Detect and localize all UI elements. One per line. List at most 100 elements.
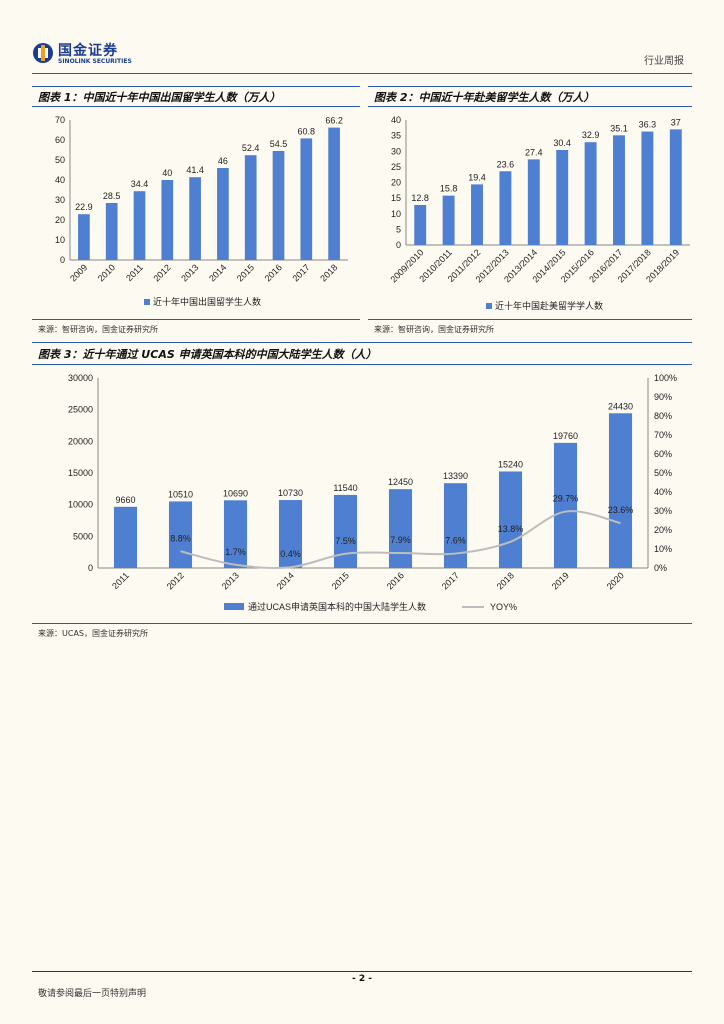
bar (584, 142, 597, 245)
data-label: 15240 (498, 459, 523, 469)
x-tick-label: 2017 (440, 570, 461, 591)
y-tick-label: 5000 (73, 531, 93, 541)
bar (442, 195, 455, 245)
secondary-y-tick-label: 20% (654, 525, 672, 535)
footer-disclaimer: 敬请参阅最后一页特别声明 (38, 989, 147, 999)
y-tick-label: 10 (55, 235, 65, 245)
secondary-y-tick-label: 30% (654, 506, 672, 516)
bar (78, 214, 90, 260)
x-tick-label: 2020 (605, 570, 626, 591)
bar (527, 159, 540, 245)
y-tick-label: 35 (391, 131, 401, 141)
data-label: 11540 (333, 483, 357, 493)
secondary-y-tick-label: 90% (654, 392, 672, 402)
chart-us-students: 051015202530354012.82009/201015.82010/20… (388, 115, 690, 311)
bar (471, 184, 483, 245)
footer-divider (32, 971, 692, 972)
bar (217, 168, 229, 260)
fig2-top-rule (368, 86, 692, 87)
data-label: 40 (162, 168, 172, 178)
data-label: 32.9 (582, 130, 600, 140)
data-label: 27.4 (525, 147, 543, 157)
y-tick-label: 20 (391, 178, 401, 188)
y-tick-label: 30 (55, 195, 65, 205)
legend-label: 近十年中国赴美留学学人数 (495, 300, 603, 311)
yoy-label: 13.8% (498, 524, 524, 534)
data-label: 54.5 (270, 139, 288, 149)
yoy-label: 23.6% (608, 505, 634, 515)
legend-label-bars: 通过UCAS申请英国本科的中国大陆学生人数 (248, 601, 426, 612)
yoy-label: 7.5% (335, 536, 356, 546)
fig2-title-rule (368, 106, 692, 107)
data-label: 12.8 (411, 193, 429, 203)
y-tick-label: 40 (55, 175, 65, 185)
yoy-label: 1.7% (225, 547, 246, 557)
data-label: 46 (218, 156, 228, 166)
x-tick-label: 2010 (96, 262, 117, 283)
logo-chinese: 国金证券 (58, 43, 118, 59)
y-tick-label: 10000 (68, 500, 93, 510)
secondary-y-tick-label: 100% (654, 373, 677, 383)
yoy-label: 7.9% (390, 535, 411, 545)
fig1-title-rule (32, 106, 360, 107)
data-label: 41.4 (186, 165, 204, 175)
x-tick-label: 2013 (179, 262, 200, 283)
yoy-label: 8.8% (170, 533, 191, 543)
fig3-bottom-rule (32, 623, 692, 624)
logo-icon (33, 43, 53, 63)
data-label: 24430 (608, 401, 633, 411)
yoy-label: 0.4% (280, 549, 301, 559)
x-tick-label: 2017 (290, 262, 311, 283)
yoy-line (180, 510, 621, 570)
x-tick-label: 2011 (124, 262, 145, 283)
bar (498, 471, 523, 568)
x-tick-label: 2018 (495, 570, 516, 591)
bar (556, 150, 569, 245)
fig1-title: 图表 1：中国近十年中国出国留学生人数（万人） (38, 91, 281, 104)
legend-label-line: YOY% (490, 602, 517, 612)
y-tick-label: 20000 (68, 436, 93, 446)
legend-label: 近十年中国出国留学生人数 (153, 296, 261, 307)
data-label: 66.2 (325, 116, 343, 126)
data-label: 37 (671, 117, 681, 127)
y-tick-label: 15 (391, 193, 401, 203)
x-tick-label: 2014 (275, 570, 296, 591)
data-label: 22.9 (75, 202, 93, 212)
y-tick-label: 70 (55, 115, 65, 125)
x-tick-label: 2018 (318, 262, 339, 283)
y-tick-label: 30000 (68, 373, 93, 383)
secondary-y-tick-label: 10% (654, 544, 672, 554)
fig2-source: 来源：智研咨询，国金证券研究所 (374, 325, 494, 334)
fig3-source: 来源：UCAS，国金证券研究所 (38, 629, 148, 638)
data-label: 34.4 (131, 179, 149, 189)
y-tick-label: 50 (55, 155, 65, 165)
data-label: 35.1 (610, 123, 628, 133)
x-tick-label: 2015 (235, 262, 256, 283)
y-tick-label: 30 (391, 146, 401, 156)
data-label: 10510 (168, 489, 193, 499)
x-tick-label: 2012 (165, 570, 186, 591)
secondary-y-tick-label: 0% (654, 563, 667, 573)
secondary-y-tick-label: 40% (654, 487, 672, 497)
page-number: - 2 - (352, 974, 372, 984)
fig3-title-rule (32, 364, 692, 365)
x-tick-label: 2009 (68, 262, 89, 283)
data-label: 52.4 (242, 143, 260, 153)
secondary-y-tick-label: 80% (654, 411, 672, 421)
bar (133, 191, 146, 260)
data-label: 10730 (278, 488, 303, 498)
bar (168, 501, 193, 568)
chart-overseas-students: 0 10 20 30 40 50 60 70 22.9 2009 28.5 2010 34.4 2011 4… (55, 115, 348, 307)
bar (244, 155, 257, 260)
x-tick-label: 2012 (151, 262, 172, 283)
header-divider (32, 73, 692, 74)
bar (613, 135, 625, 245)
legend-swatch (144, 299, 150, 305)
y-tick-label: 0 (60, 255, 65, 265)
data-label: 19760 (553, 431, 578, 441)
page-header: 国金证券 SINOLINK SECURITIES 行业周报 (32, 40, 692, 74)
bar (641, 131, 654, 245)
x-tick-label: 2016 (385, 570, 406, 591)
secondary-y-tick-label: 60% (654, 449, 672, 459)
fig2-title: 图表 2：中国近十年赴美留学生人数（万人） (374, 91, 595, 104)
